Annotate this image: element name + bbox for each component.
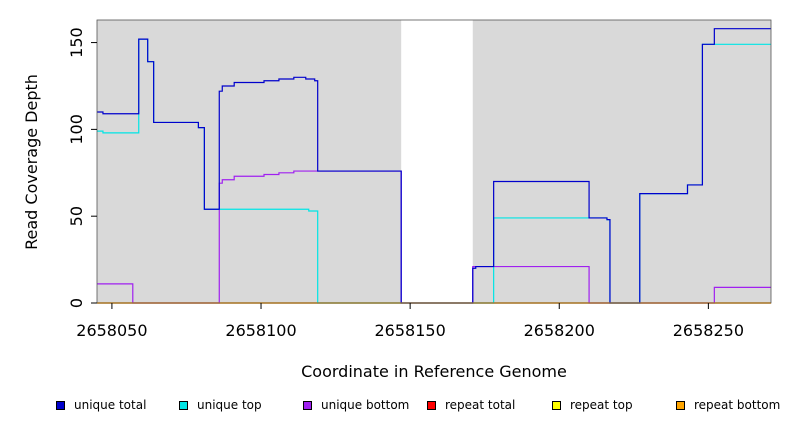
legend-swatch (676, 400, 685, 410)
x-tick-label: 2658050 (76, 321, 147, 340)
y-tick-label: 150 (67, 27, 86, 58)
legend-item-repeat-total: repeat total (427, 398, 515, 412)
legend-swatch (179, 400, 188, 410)
x-tick-label: 2658200 (524, 321, 595, 340)
legend-item-unique-total: unique total (56, 398, 146, 412)
y-tick-label: 0 (67, 298, 86, 308)
legend: unique total unique top unique bottom re… (0, 398, 792, 420)
legend-swatch (303, 400, 312, 410)
plot-area (97, 20, 771, 303)
x-axis-label: Coordinate in Reference Genome (301, 362, 567, 381)
legend-label: repeat total (445, 398, 516, 412)
y-axis-label: Read Coverage Depth (22, 74, 41, 250)
legend-item-unique-top: unique top (179, 398, 262, 412)
axis-layer: 2658050 2658100 2658150 2658200 2658250 0 50 10… (67, 19, 772, 340)
legend-label: unique bottom (321, 398, 410, 412)
legend-label: repeat bottom (694, 398, 781, 412)
legend-swatch (56, 400, 65, 410)
legend-item-repeat-top: repeat top (552, 398, 633, 412)
legend-label: repeat top (570, 398, 633, 412)
legend-label: unique top (197, 398, 262, 412)
x-tick-label: 2658250 (673, 321, 744, 340)
legend-item-repeat-bottom: repeat bottom (676, 398, 780, 412)
legend-item-unique-bottom: unique bottom (303, 398, 409, 412)
gap-region (401, 20, 473, 303)
legend-swatch (427, 400, 436, 410)
legend-label: unique total (74, 398, 147, 412)
y-tick-label: 50 (67, 206, 86, 226)
x-tick-label: 2658100 (225, 321, 296, 340)
x-tick-label: 2658150 (375, 321, 446, 340)
legend-swatch (552, 400, 561, 410)
plot-border (96, 19, 772, 304)
y-tick-label: 100 (67, 114, 86, 145)
